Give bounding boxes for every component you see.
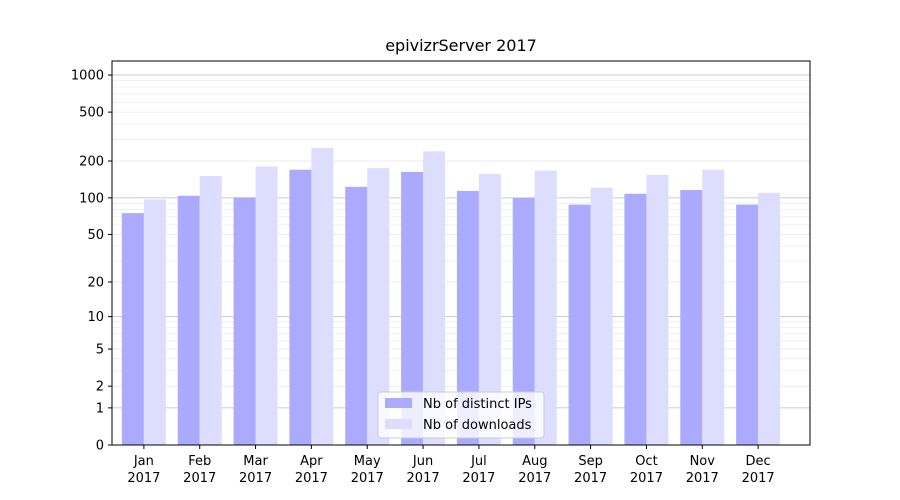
bar-distinct-ips [289, 169, 312, 446]
y-tick-label: 500 [79, 106, 104, 121]
bar-downloads [758, 192, 781, 445]
x-tick-label-year: 2017 [686, 471, 719, 486]
bar-distinct-ips [624, 193, 647, 445]
legend-label-downloads: Nb of downloads [423, 418, 532, 433]
bar-downloads [478, 173, 501, 445]
bar-downloads [199, 175, 222, 445]
y-tick-label: 100 [79, 191, 104, 206]
y-tick-label: 1000 [71, 69, 104, 84]
x-tick-label-month: Oct [635, 454, 657, 469]
plot-frame [111, 60, 811, 446]
y-tick-label: 50 [87, 228, 104, 243]
bar-distinct-ips [177, 195, 200, 445]
x-axis: Jan 2017 Feb 2017 Mar 2017 Apr 2017 May 2017 Jun 20… [127, 445, 775, 486]
x-tick-label-year: 2017 [630, 471, 663, 486]
x-tick-label-year: 2017 [183, 471, 216, 486]
bar-distinct-ips [401, 171, 424, 445]
x-tick-label-month: Dec [746, 454, 771, 469]
bar-distinct-ips [456, 190, 479, 445]
x-tick-label-year: 2017 [462, 471, 495, 486]
y-tick-label: 10 [87, 310, 104, 325]
bar-downloads [143, 199, 166, 445]
y-tick-label: 2 [96, 380, 104, 395]
x-tick-label-month: Sep [578, 454, 603, 469]
bar-distinct-ips [512, 197, 535, 445]
bar-distinct-ips [568, 204, 591, 445]
x-tick-label-month: Jun [412, 454, 433, 469]
chart-title: epivizrServer 2017 [385, 36, 537, 55]
bar-downloads [534, 170, 557, 446]
bar-downloads [590, 187, 613, 445]
y-axis: 0 1 2 5 10 20 50 100 200 500 1000 [71, 69, 112, 454]
bar-downloads [646, 174, 669, 445]
bar-downloads [255, 166, 278, 445]
bars [121, 148, 781, 446]
x-tick-label-year: 2017 [407, 471, 440, 486]
x-tick-label-year: 2017 [518, 471, 551, 486]
legend-label-distinct-ips: Nb of distinct IPs [423, 397, 532, 412]
x-tick-label-month: Jul [470, 454, 487, 469]
y-tick-label: 5 [96, 343, 104, 358]
legend-swatch-downloads [385, 419, 412, 429]
bar-downloads [367, 168, 390, 446]
x-tick-label-month: Mar [243, 454, 268, 469]
x-tick-label-year: 2017 [742, 471, 775, 486]
x-tick-label-month: Jan [133, 454, 154, 469]
bar-distinct-ips [121, 213, 144, 445]
x-tick-label-year: 2017 [239, 471, 272, 486]
bar-downloads [702, 169, 725, 446]
x-tick-label-year: 2017 [295, 471, 328, 486]
legend: Nb of distinct IPs Nb of downloads [377, 391, 545, 439]
legend-box [377, 391, 545, 439]
x-tick-label-year: 2017 [574, 471, 607, 486]
x-tick-label-month: Apr [300, 454, 323, 469]
x-tick-label-month: Feb [188, 454, 211, 469]
y-tick-label: 200 [79, 155, 104, 170]
bar-downloads [311, 148, 334, 445]
y-tick-label: 1 [96, 401, 104, 416]
legend-swatch-distinct-ips [385, 398, 412, 408]
bar-distinct-ips [233, 197, 256, 445]
x-tick-label-month: Aug [522, 454, 547, 469]
x-tick-label-year: 2017 [351, 471, 384, 486]
x-tick-label-month: May [354, 454, 381, 469]
bar-distinct-ips [345, 186, 368, 446]
y-tick-label: 20 [87, 275, 104, 290]
bar-distinct-ips [736, 204, 759, 445]
bar-distinct-ips [680, 189, 703, 445]
y-tick-label: 0 [96, 439, 104, 454]
x-tick-label-month: Nov [690, 454, 716, 469]
x-tick-label-year: 2017 [127, 471, 160, 486]
bar-downloads [423, 151, 446, 445]
